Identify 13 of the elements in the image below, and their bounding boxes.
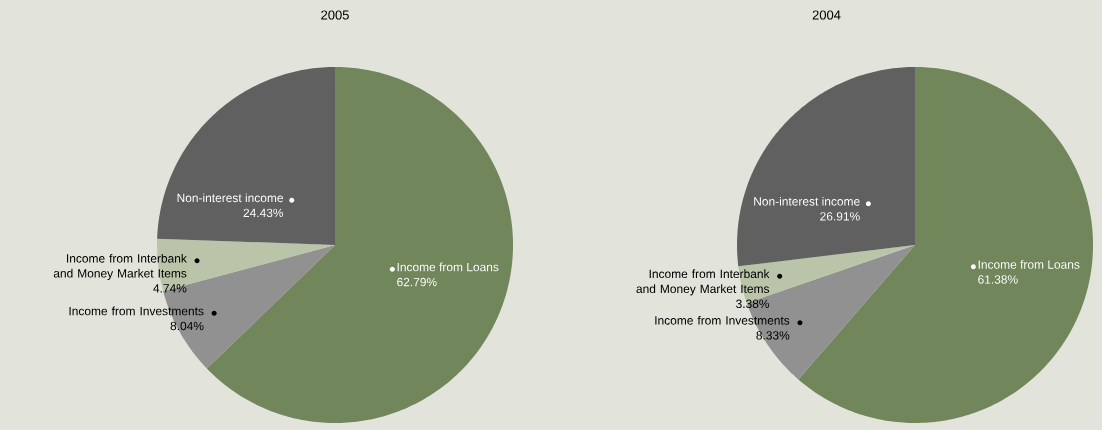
slice-label: Non-interest income [754,196,860,206]
slice-label: Income from Loans [397,262,499,272]
chart-title: 2004 [812,10,841,20]
slice-label: Income from Interbank and Money Market Items [636,269,770,296]
slice-label: Income from Loans [978,259,1080,269]
data-label: 62.79% [397,277,437,287]
data-label: 4.74% [153,284,187,293]
slice-label: Non-interest income [177,193,283,203]
chart-title: 2005 [321,10,349,20]
data-label: 24.43% [243,208,284,218]
slice-label: Income from Interbank and Money Market Items [53,253,187,280]
data-label: 61.38% [978,275,1018,284]
data-label: 26.91% [820,212,860,221]
